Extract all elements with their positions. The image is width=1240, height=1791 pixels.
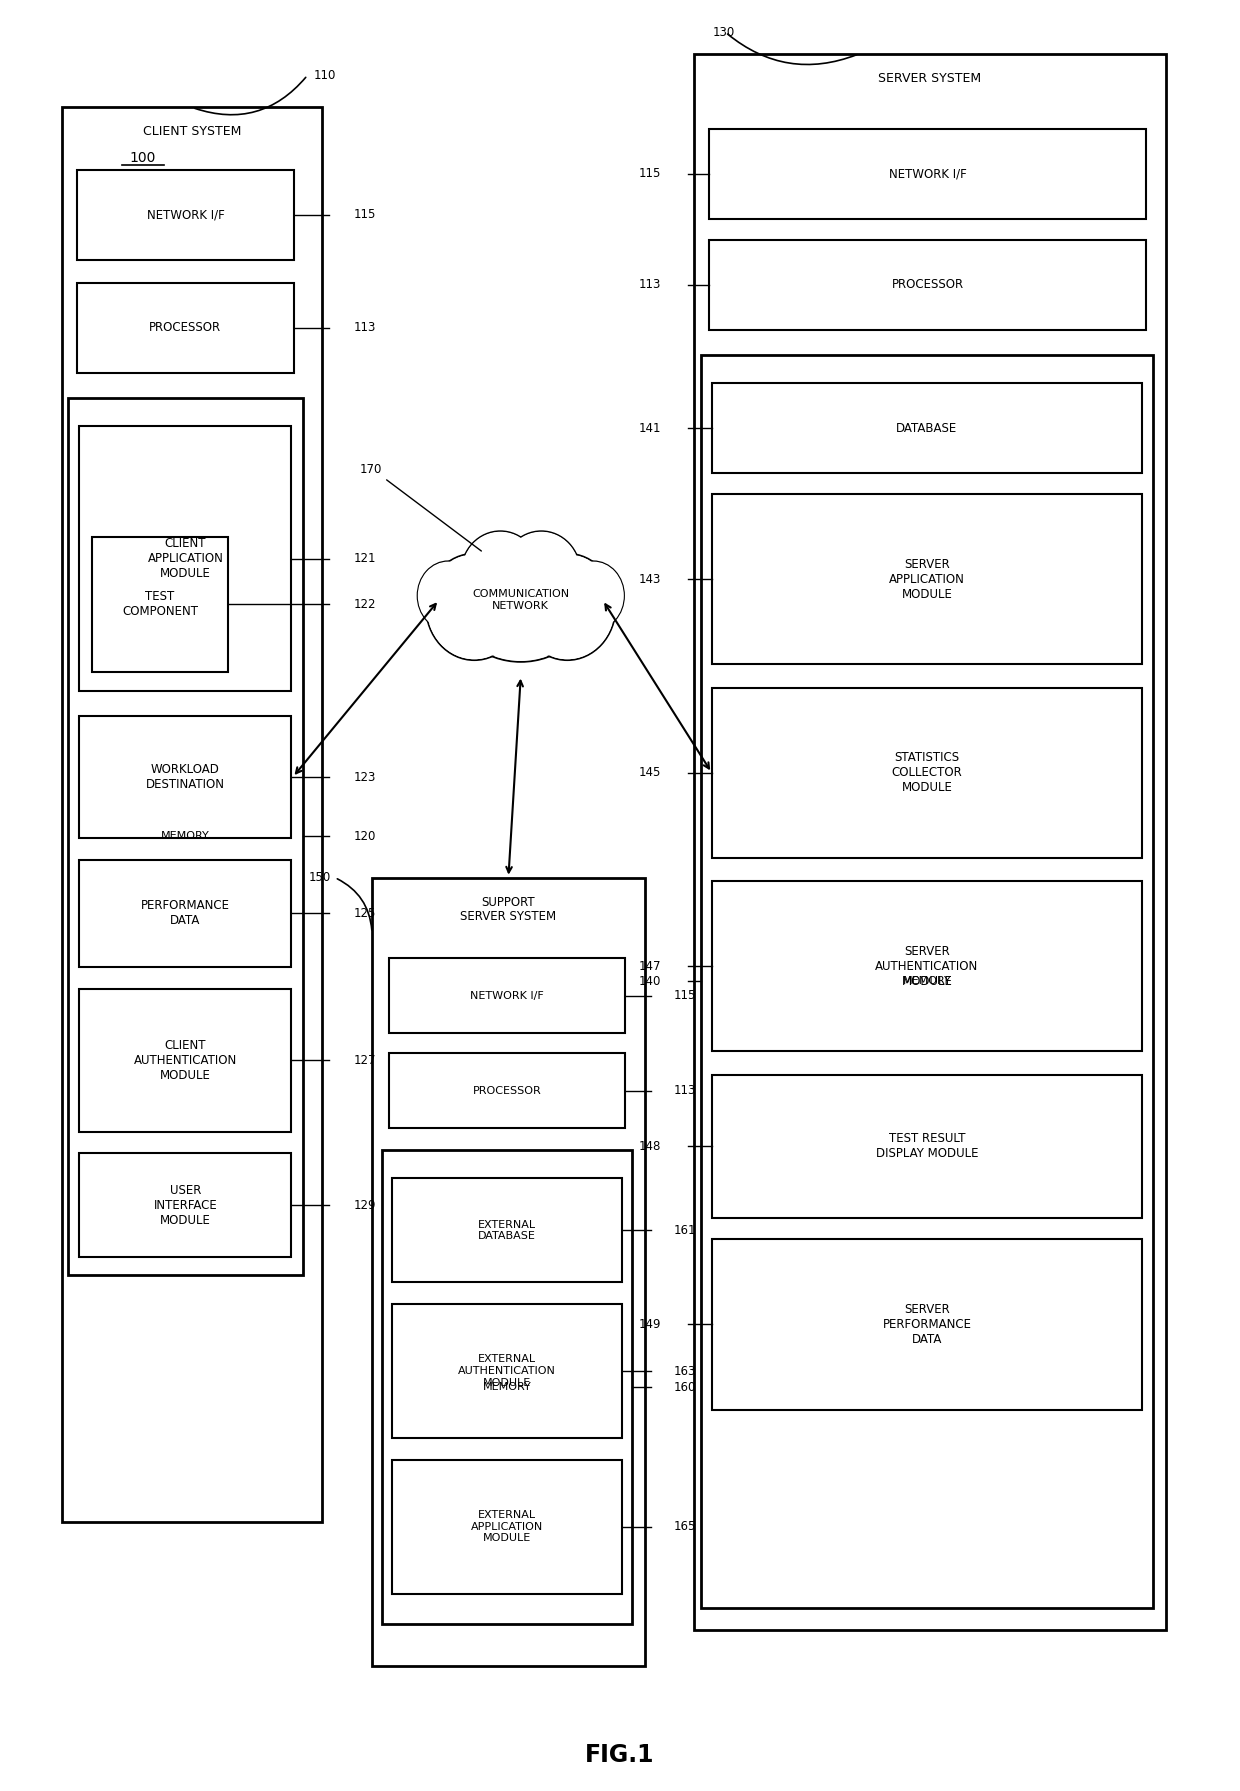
Text: 165: 165 xyxy=(673,1521,696,1533)
Text: EXTERNAL
APPLICATION
MODULE: EXTERNAL APPLICATION MODULE xyxy=(471,1510,543,1544)
Text: 113: 113 xyxy=(639,278,661,292)
Text: 170: 170 xyxy=(360,462,382,476)
Text: SERVER
APPLICATION
MODULE: SERVER APPLICATION MODULE xyxy=(889,557,965,602)
Text: USER
INTERFACE
MODULE: USER INTERFACE MODULE xyxy=(154,1184,217,1227)
Bar xyxy=(68,398,303,1275)
Ellipse shape xyxy=(518,553,615,661)
Bar xyxy=(77,170,294,260)
Bar xyxy=(79,716,291,838)
Text: 115: 115 xyxy=(639,167,661,181)
Text: 163: 163 xyxy=(673,1365,696,1377)
Ellipse shape xyxy=(563,562,624,629)
Text: 129: 129 xyxy=(353,1198,376,1213)
Text: 122: 122 xyxy=(353,598,376,611)
Text: 110: 110 xyxy=(314,68,336,82)
Ellipse shape xyxy=(418,561,479,630)
Ellipse shape xyxy=(502,532,580,614)
Text: 127: 127 xyxy=(353,1053,376,1067)
Text: 100: 100 xyxy=(129,150,156,165)
Text: SUPPORT
SERVER SYSTEM: SUPPORT SERVER SYSTEM xyxy=(460,896,557,924)
Text: PROCESSOR: PROCESSOR xyxy=(472,1085,542,1096)
Text: 161: 161 xyxy=(673,1223,696,1238)
Text: EXTERNAL
DATABASE: EXTERNAL DATABASE xyxy=(479,1220,536,1241)
Text: 149: 149 xyxy=(639,1318,661,1331)
Text: DATABASE: DATABASE xyxy=(897,421,957,435)
Text: 143: 143 xyxy=(639,573,661,586)
Text: PROCESSOR: PROCESSOR xyxy=(149,321,222,335)
Text: PROCESSOR: PROCESSOR xyxy=(892,278,963,292)
Text: CLIENT SYSTEM: CLIENT SYSTEM xyxy=(143,125,242,138)
Text: 140: 140 xyxy=(639,974,661,989)
Bar xyxy=(712,1075,1142,1218)
Text: EXTERNAL
AUTHENTICATION
MODULE: EXTERNAL AUTHENTICATION MODULE xyxy=(459,1354,556,1388)
Text: MEMORY: MEMORY xyxy=(903,976,951,987)
Bar xyxy=(712,383,1142,473)
Bar xyxy=(709,129,1146,219)
Bar xyxy=(389,958,625,1033)
Bar xyxy=(79,989,291,1132)
Text: COMMUNICATION
NETWORK: COMMUNICATION NETWORK xyxy=(472,589,569,611)
Ellipse shape xyxy=(428,555,521,659)
Ellipse shape xyxy=(453,539,589,661)
Text: SERVER
PERFORMANCE
DATA: SERVER PERFORMANCE DATA xyxy=(883,1302,971,1347)
Bar xyxy=(701,355,1153,1608)
Text: MEMORY: MEMORY xyxy=(482,1383,532,1392)
Ellipse shape xyxy=(521,555,614,659)
Text: 145: 145 xyxy=(639,767,661,779)
Ellipse shape xyxy=(503,532,579,613)
Bar xyxy=(79,860,291,967)
Bar xyxy=(392,1304,622,1438)
Text: MEMORY: MEMORY xyxy=(161,831,210,842)
Bar xyxy=(62,107,322,1522)
Text: 141: 141 xyxy=(639,421,661,435)
Text: 160: 160 xyxy=(673,1381,696,1393)
Text: NETWORK I/F: NETWORK I/F xyxy=(146,208,224,222)
Text: CLIENT
APPLICATION
MODULE: CLIENT APPLICATION MODULE xyxy=(148,537,223,580)
Ellipse shape xyxy=(463,532,538,613)
Text: CLIENT
AUTHENTICATION
MODULE: CLIENT AUTHENTICATION MODULE xyxy=(134,1039,237,1082)
Bar xyxy=(712,1239,1142,1410)
Text: NETWORK I/F: NETWORK I/F xyxy=(470,990,544,1001)
Text: STATISTICS
COLLECTOR
MODULE: STATISTICS COLLECTOR MODULE xyxy=(892,750,962,795)
Text: TEST RESULT
DISPLAY MODULE: TEST RESULT DISPLAY MODULE xyxy=(875,1132,978,1161)
Ellipse shape xyxy=(451,537,590,663)
Bar xyxy=(389,1053,625,1128)
Bar xyxy=(92,537,228,672)
Text: 148: 148 xyxy=(639,1139,661,1153)
Bar xyxy=(382,1150,632,1624)
Text: 120: 120 xyxy=(353,829,376,844)
Bar xyxy=(712,494,1142,664)
Bar xyxy=(392,1178,622,1282)
Bar xyxy=(709,240,1146,330)
Text: TEST
COMPONENT: TEST COMPONENT xyxy=(122,591,198,618)
Bar xyxy=(79,426,291,691)
Text: 115: 115 xyxy=(673,989,696,1003)
Bar xyxy=(712,688,1142,858)
Text: 150: 150 xyxy=(309,870,331,885)
Text: FIG.1: FIG.1 xyxy=(585,1743,655,1768)
Ellipse shape xyxy=(461,532,539,614)
Text: SERVER
AUTHENTICATION
MODULE: SERVER AUTHENTICATION MODULE xyxy=(875,944,978,989)
Text: WORKLOAD
DESTINATION: WORKLOAD DESTINATION xyxy=(146,763,224,792)
Text: NETWORK I/F: NETWORK I/F xyxy=(889,167,966,181)
Bar xyxy=(372,878,645,1666)
Text: 147: 147 xyxy=(639,960,661,973)
Text: 130: 130 xyxy=(713,25,735,39)
Ellipse shape xyxy=(427,553,523,661)
Text: 125: 125 xyxy=(353,906,376,921)
Text: 121: 121 xyxy=(353,552,376,566)
Bar xyxy=(694,54,1166,1630)
Ellipse shape xyxy=(418,562,479,629)
Bar xyxy=(712,881,1142,1051)
Bar xyxy=(79,1153,291,1257)
Text: PERFORMANCE
DATA: PERFORMANCE DATA xyxy=(141,899,229,928)
Ellipse shape xyxy=(563,561,624,630)
Text: SERVER SYSTEM: SERVER SYSTEM xyxy=(878,72,982,84)
Bar xyxy=(392,1460,622,1594)
Text: 123: 123 xyxy=(353,770,376,784)
Text: 113: 113 xyxy=(673,1084,696,1098)
Bar xyxy=(77,283,294,373)
Text: 113: 113 xyxy=(353,321,376,335)
Text: 115: 115 xyxy=(353,208,376,222)
